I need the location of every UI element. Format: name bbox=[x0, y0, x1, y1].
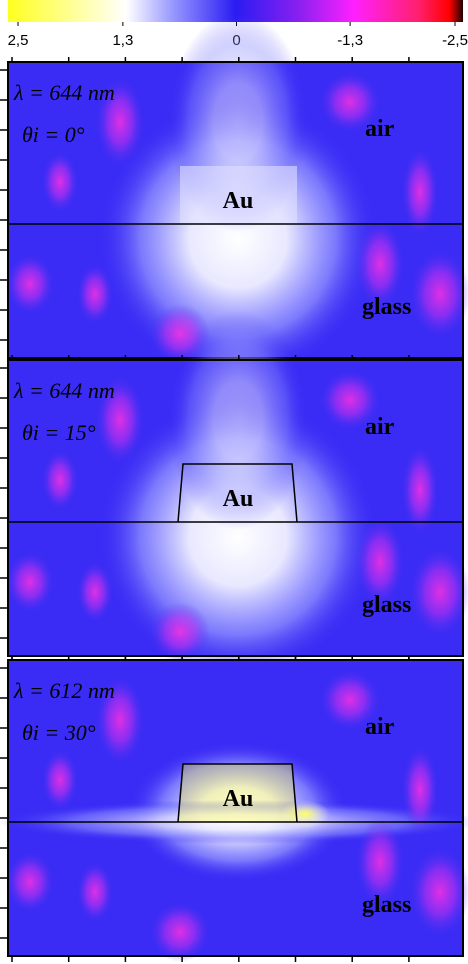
field-spot bbox=[77, 562, 113, 622]
particle bbox=[180, 166, 297, 224]
wavelength-label: λ = 644 nm bbox=[13, 80, 115, 105]
medium-label: air bbox=[365, 116, 395, 142]
field-spot bbox=[356, 818, 404, 906]
particle-label: Au bbox=[223, 188, 254, 214]
angle-label: θi = 0° bbox=[22, 122, 85, 147]
field-spot bbox=[42, 750, 78, 810]
field-spot bbox=[402, 446, 438, 534]
colorbar bbox=[8, 0, 463, 22]
field-spot bbox=[6, 254, 54, 314]
field-spot bbox=[356, 220, 404, 308]
medium-label: air bbox=[365, 414, 395, 440]
wavelength-label: λ = 612 nm bbox=[13, 678, 115, 703]
angle-label: θi = 30° bbox=[22, 720, 96, 745]
field-spot bbox=[150, 902, 210, 962]
angle-label: θi = 15° bbox=[22, 420, 96, 445]
field-spot bbox=[402, 148, 438, 236]
colorbar-tick-label: 1,3 bbox=[112, 32, 133, 49]
panel-frame bbox=[7, 359, 464, 657]
field-spot bbox=[320, 670, 380, 730]
medium-label: air bbox=[365, 714, 395, 740]
field-spot bbox=[42, 450, 78, 510]
particle bbox=[177, 463, 298, 523]
field-bright bbox=[168, 310, 308, 530]
field-spot bbox=[356, 518, 404, 606]
particle bbox=[177, 763, 298, 823]
particle-label: Au bbox=[223, 486, 254, 512]
medium-label: glass bbox=[362, 592, 411, 618]
wavelength-label: λ = 644 nm bbox=[13, 378, 115, 403]
colorbar-tick-label: -2,5 bbox=[442, 32, 468, 49]
field-spot bbox=[150, 602, 210, 662]
colorbar-tick-label: 2,5 bbox=[8, 32, 29, 49]
colorbar-tick-label: -1,3 bbox=[337, 32, 363, 49]
field-spot bbox=[410, 250, 468, 338]
panel-frame bbox=[7, 659, 464, 957]
field-spot bbox=[320, 72, 380, 132]
field-spot bbox=[96, 676, 144, 764]
field-spot bbox=[402, 746, 438, 834]
field-spot bbox=[96, 376, 144, 464]
field-spot bbox=[410, 548, 468, 636]
field-spot bbox=[410, 848, 468, 936]
field-hot bbox=[280, 800, 330, 828]
medium-label: glass bbox=[362, 892, 411, 918]
field-spot bbox=[42, 152, 78, 212]
field-spot bbox=[96, 78, 144, 166]
field-spot bbox=[320, 370, 380, 430]
medium-label: glass bbox=[362, 294, 411, 320]
field-spot bbox=[6, 552, 54, 612]
field-spot bbox=[77, 264, 113, 324]
particle-label: Au bbox=[223, 786, 254, 812]
field-spot bbox=[6, 852, 54, 912]
field-spot bbox=[77, 862, 113, 922]
